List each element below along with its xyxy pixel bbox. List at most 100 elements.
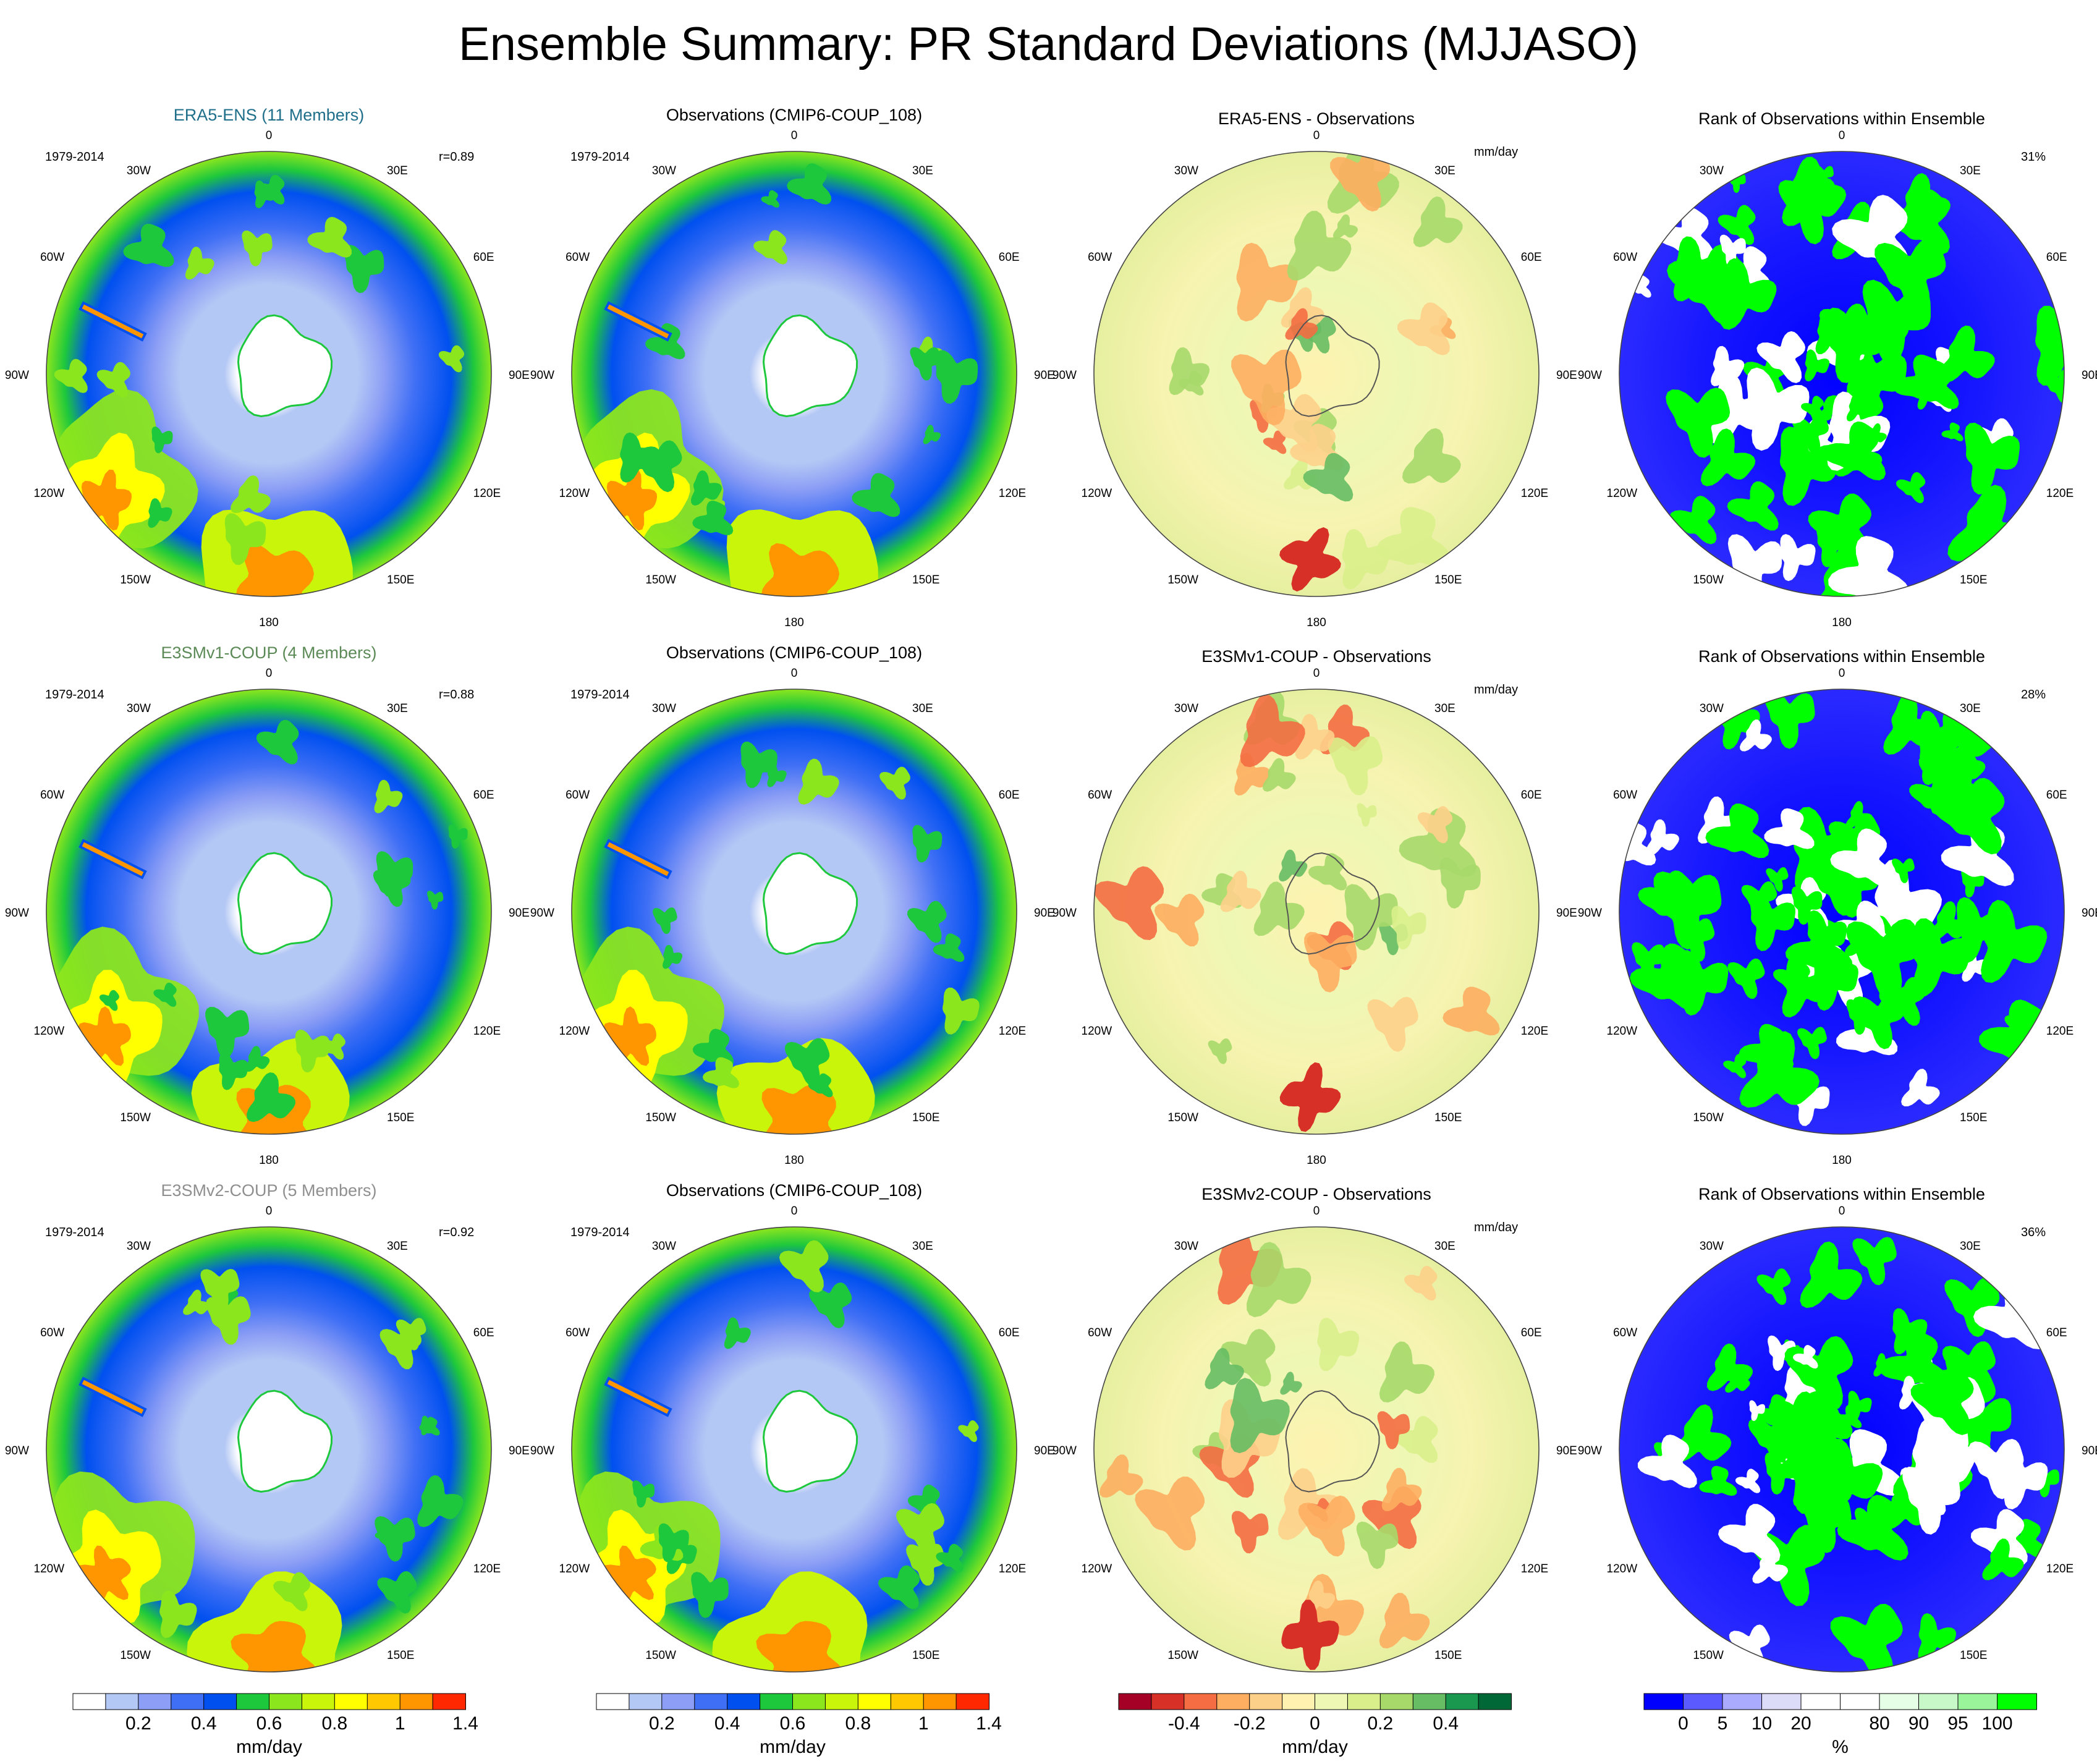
field-region [2004, 1011, 2033, 1042]
antarctica-landmass [762, 314, 858, 418]
map-field [1619, 690, 2056, 1126]
map-outline [46, 689, 492, 1135]
lon-label-e30: 30E [387, 1240, 408, 1253]
colorbar-tick-label: 0.6 [780, 1713, 806, 1734]
field-region [1749, 1400, 1765, 1421]
field-region [1637, 1435, 1697, 1488]
field-region [1279, 849, 1308, 882]
colorbar-swatch [1347, 1693, 1381, 1710]
field-region [1706, 1343, 1753, 1391]
field-region [2035, 305, 2064, 386]
lon-label-w150: 150W [1167, 574, 1198, 587]
field-region [1232, 1511, 1269, 1554]
lon-label-e150: 150E [1434, 1649, 1462, 1662]
lon-label-w120: 120W [1082, 1025, 1112, 1038]
field-region [1752, 1548, 1789, 1584]
map-outline [1093, 151, 1540, 597]
lon-label-w60: 60W [1613, 251, 1637, 264]
map-field [1637, 1237, 2059, 1672]
map-panel-rank-row2: 0 30E 60E 90E 120E 150E 180 150W 120W 90W 60W 30W Ra… [1578, 647, 2097, 1167]
field-region [153, 982, 177, 1007]
lon-label-e120: 120E [1521, 1025, 1548, 1038]
field-region [633, 440, 682, 493]
field-region [1892, 1308, 1928, 1355]
field-region [1330, 151, 1391, 212]
lon-label-e30: 30E [912, 164, 933, 177]
field-region [1779, 426, 1840, 506]
lon-label-w30: 30W [1700, 164, 1724, 177]
lon-label-e120: 120E [473, 1563, 501, 1575]
colorbar-tick-label: 1 [918, 1713, 929, 1734]
lon-label-w90: 90W [530, 907, 554, 920]
map-field [1628, 156, 2064, 596]
colorbar-tick-label: 0.8 [845, 1713, 871, 1734]
field-region [1852, 993, 1904, 1049]
lon-label-e90: 90E [1556, 1444, 1577, 1457]
field-region [1656, 207, 1714, 261]
lon-label-e120: 120E [1521, 1563, 1548, 1575]
lon-label-w30: 30W [652, 702, 676, 715]
field-region [1766, 867, 1789, 892]
rank-percent: 36% [2021, 1226, 2046, 1239]
field-region [1646, 819, 1679, 856]
colorbar-swatch [203, 1693, 237, 1710]
field-region [906, 1543, 945, 1586]
lon-label-e90: 90E [1556, 369, 1577, 382]
colorbar-swatch [1840, 1693, 1880, 1710]
colorbar-4: 0 5 10 20 80 90 95 100% [1643, 1693, 2037, 1757]
colorbar-swatch [1800, 1693, 1841, 1710]
field-region [1792, 1345, 1818, 1369]
colorbar-3: -0.4 -0.2 0 0.2 0.4 mm/day [1118, 1693, 1512, 1757]
lon-label-e30: 30E [1960, 164, 1981, 177]
rank-percent: 31% [2021, 150, 2046, 164]
field-region [1666, 388, 1731, 458]
field-region [1780, 534, 1816, 582]
colorbar-tick-label: 20 [1790, 1713, 1811, 1734]
field-region [910, 347, 941, 381]
lon-label-top: 0 [1313, 667, 1320, 680]
difference-title: E3SMv2-COUP - Observations [1201, 1185, 1431, 1203]
field-region [1236, 242, 1298, 322]
colorbar-swatch [596, 1693, 630, 1710]
rank-percent: 28% [2021, 688, 2046, 702]
field-region [1669, 496, 1717, 545]
field-region [1809, 1457, 1855, 1519]
field-region [1886, 189, 1950, 255]
field-region [756, 1621, 845, 1672]
colorbar-swatch [1879, 1693, 1920, 1710]
field-region [1379, 1341, 1435, 1403]
field-region [1208, 1038, 1232, 1064]
colorbar-swatch [1918, 1693, 1959, 1710]
field-region [1918, 1613, 1956, 1663]
field-region [231, 1621, 320, 1672]
lon-label-w120: 120W [1607, 1563, 1638, 1575]
lon-label-w150: 150W [645, 574, 676, 587]
field-region [99, 990, 119, 1011]
lon-label-e60: 60E [999, 789, 1020, 802]
colorbar-swatch [661, 1693, 695, 1710]
difference-unit: mm/day [1474, 145, 1518, 159]
lon-label-w150: 150W [1693, 1649, 1724, 1662]
field-region [1263, 758, 1296, 792]
rank-title: Rank of Observations within Ensemble [1698, 109, 1985, 128]
field-region [379, 1325, 422, 1370]
lon-label-top: 0 [266, 1205, 273, 1218]
field-region [245, 1046, 270, 1072]
colorbar-tick-label: 0.2 [125, 1713, 151, 1734]
lon-label-bottom: 180 [259, 1154, 279, 1167]
lon-label-w150: 150W [120, 1111, 151, 1124]
field-region [784, 1038, 830, 1087]
field-region [254, 180, 276, 208]
lon-label-e30: 30E [1434, 1240, 1455, 1253]
lon-label-e60: 60E [1521, 251, 1542, 264]
field-region [273, 1572, 310, 1611]
field-region [1822, 421, 1886, 481]
colorbar-swatch [72, 1693, 106, 1710]
rank-title: Rank of Observations within Ensemble [1698, 647, 1985, 666]
field-region [1740, 719, 1772, 752]
field-region [1280, 1372, 1302, 1395]
lon-label-e90: 90E [2082, 907, 2097, 920]
colorbar-1: 0.2 0.4 0.6 0.8 1 1.4 mm/day [72, 1693, 478, 1757]
lon-label-w90: 90W [1053, 369, 1077, 382]
lon-label-e150: 150E [912, 574, 939, 587]
